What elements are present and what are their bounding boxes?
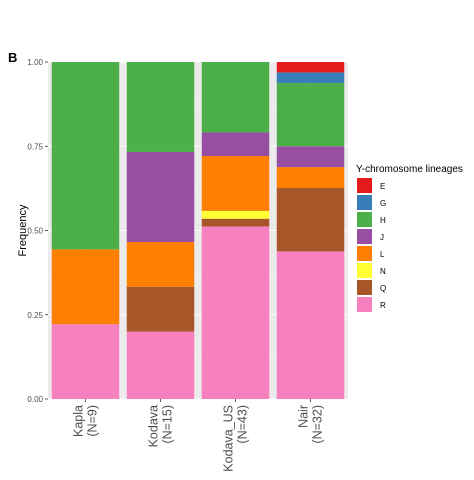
bar-segment-l	[126, 241, 195, 287]
bar-segment-g	[276, 72, 345, 83]
legend-label-e: E	[380, 182, 385, 191]
bar-segment-h	[51, 62, 120, 250]
bars	[51, 62, 345, 399]
bar-segment-r	[201, 226, 270, 399]
legend-key-n	[357, 263, 372, 278]
bar-segment-h	[276, 82, 345, 147]
bar-segment-j	[126, 151, 195, 242]
bar-segment-r	[276, 251, 345, 399]
y-tick-label: 0.25	[27, 311, 43, 320]
y-tick-label: 0.00	[27, 395, 43, 404]
bar-segment-j	[201, 132, 270, 157]
legend-label-j: J	[380, 233, 384, 242]
legend-key-e	[357, 178, 372, 193]
legend-label-g: G	[380, 199, 386, 208]
y-tick-label: 0.50	[27, 227, 43, 236]
y-axis-title: Frequency	[17, 204, 29, 256]
x-tick-label: Kapla(N=9)	[72, 405, 100, 437]
legend-key-l	[357, 246, 372, 261]
bar-segment-n	[201, 210, 270, 219]
panel-label: B	[8, 50, 17, 65]
legend-key-h	[357, 212, 372, 227]
legend-label-q: Q	[380, 284, 386, 293]
legend-title: Y-chromosome lineages	[356, 164, 463, 175]
svg-text:Kapla(N=9): Kapla(N=9)	[72, 405, 100, 437]
legend-key-q	[357, 280, 372, 295]
bar-segment-h	[126, 62, 195, 152]
x-axis: Kapla(N=9) Kodava(N=15) Kodava_US(N=43) Nai…	[72, 399, 325, 472]
bar-segment-l	[51, 249, 120, 325]
bar-segment-e	[276, 62, 345, 73]
bar-segment-r	[51, 324, 120, 399]
bar-segment-r	[126, 331, 195, 399]
bar-segment-q	[126, 286, 195, 332]
y-tick-label: 1.00	[27, 58, 43, 67]
bar-segment-q	[276, 188, 345, 252]
legend-key-r	[357, 297, 372, 312]
x-tick-label: Kodava_US(N=43)	[222, 405, 250, 472]
y-tick-label: 0.75	[27, 142, 43, 151]
y-axis: 0.00 0.25 0.50 0.75 1.00	[27, 58, 48, 404]
legend-label-r: R	[380, 301, 386, 310]
bar-segment-h	[201, 62, 270, 133]
x-tick-label: Kodava(N=15)	[147, 405, 175, 447]
x-tick-label: Nair(N=32)	[297, 405, 325, 444]
legend-key-j	[357, 229, 372, 244]
legend-label-n: N	[380, 267, 386, 276]
legend-label-h: H	[380, 216, 386, 225]
svg-text:Kodava(N=15): Kodava(N=15)	[147, 405, 175, 447]
bar-segment-l	[276, 167, 345, 189]
bar-segment-l	[201, 156, 270, 211]
legend-key-g	[357, 195, 372, 210]
bar-segment-j	[276, 146, 345, 168]
svg-text:Kodava_US(N=43): Kodava_US(N=43)	[222, 405, 250, 472]
legend-label-l: L	[380, 250, 385, 259]
bar-segment-q	[201, 218, 270, 227]
svg-text:Nair(N=32): Nair(N=32)	[297, 405, 325, 444]
